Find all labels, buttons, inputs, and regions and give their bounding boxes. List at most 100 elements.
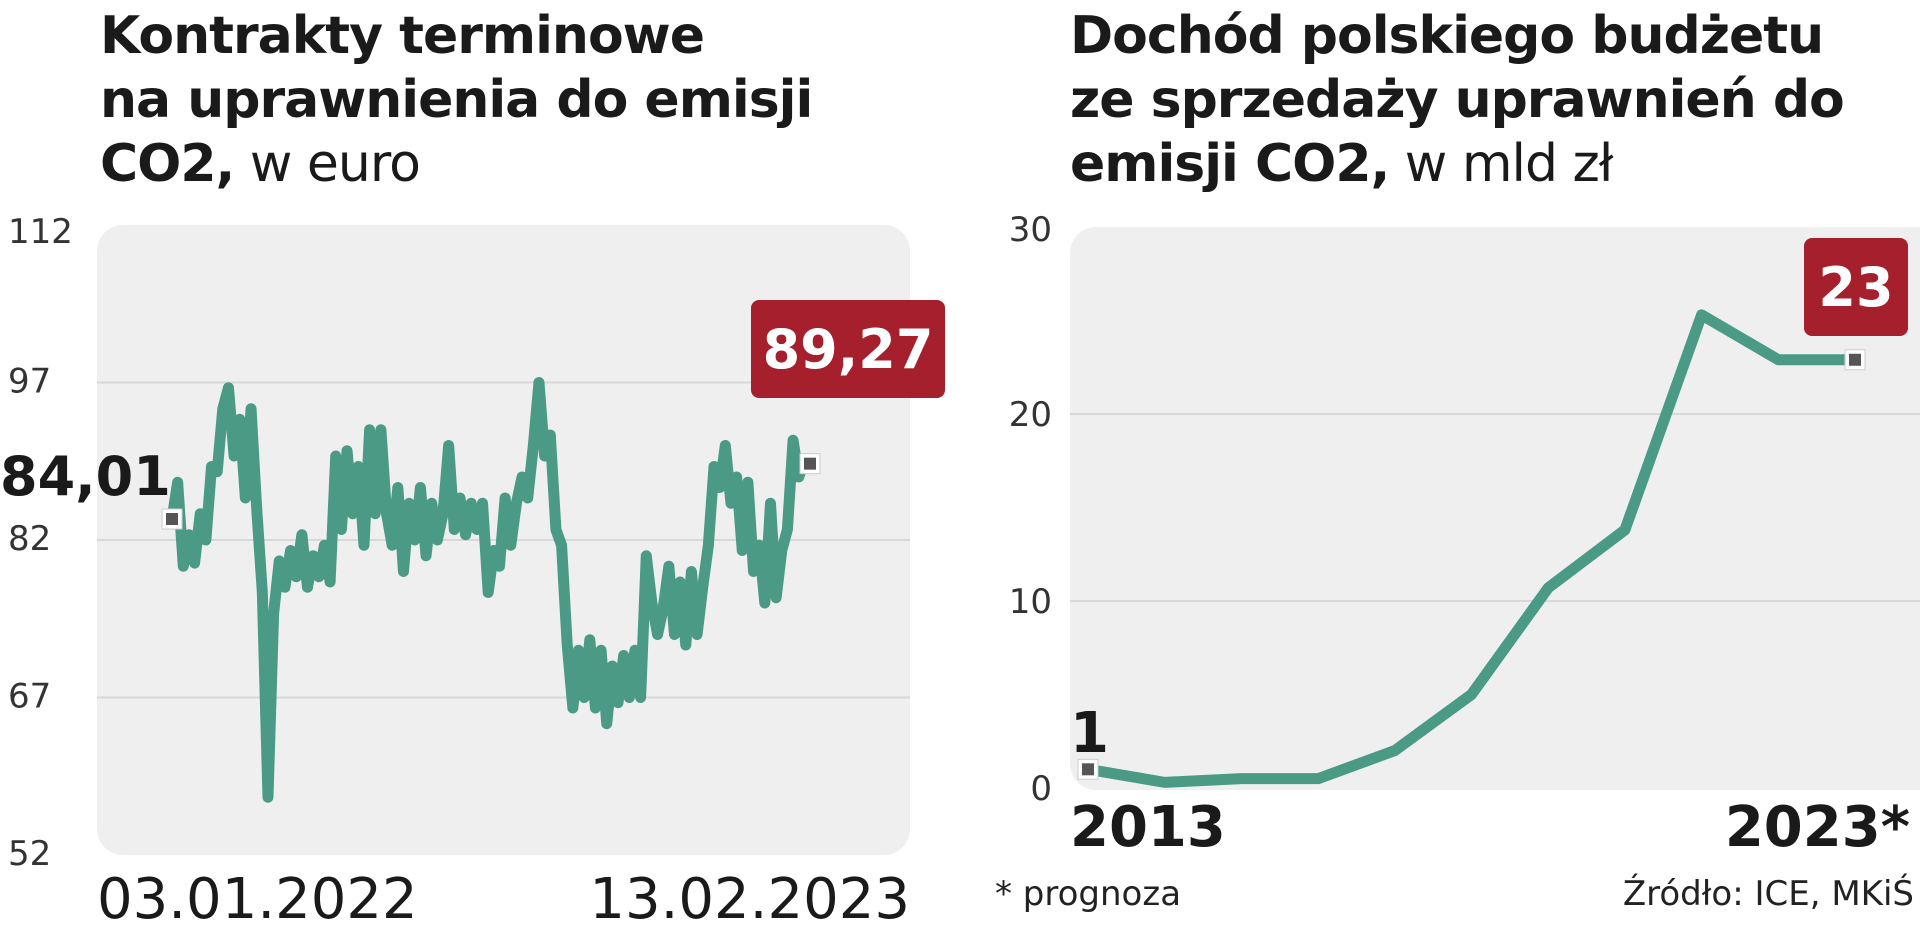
left-data-point: [578, 649, 580, 651]
left-data-point: [685, 644, 687, 646]
left-data-point: [307, 586, 309, 588]
left-data-point: [453, 529, 455, 530]
left-x-label-start: 03.01.2022: [97, 867, 418, 931]
left-data-point: [769, 502, 771, 504]
left-end-value-label: 89,27: [763, 318, 934, 381]
left-data-point: [679, 581, 681, 583]
left-end-value-label-box: [751, 300, 945, 398]
left-data-point: [606, 723, 608, 725]
left-data-point: [617, 702, 619, 704]
right-data-point: [1394, 750, 1396, 752]
left-data-point: [589, 639, 591, 641]
left-data-point: [459, 497, 461, 499]
left-data-point: [182, 565, 184, 567]
left-data-point: [696, 634, 698, 635]
source-note: Źródło: ICE, MKiŚ: [1622, 874, 1914, 914]
left-data-point: [352, 513, 354, 515]
left-data-point: [510, 544, 512, 546]
left-start-marker: [166, 513, 178, 525]
right-data-point: [1240, 778, 1242, 780]
right-title-line-3: emisji CO2, w mld zł: [1070, 132, 1910, 196]
left-data-point: [402, 571, 404, 572]
left-data-point: [623, 655, 625, 656]
left-y-tick-label: 112: [8, 212, 73, 252]
left-data-point: [329, 581, 331, 583]
left-data-point: [736, 476, 738, 478]
left-data-point: [425, 555, 427, 557]
left-data-point: [442, 513, 444, 515]
right-title-line-2: ze sprzedaży uprawnień do: [1070, 70, 1845, 130]
left-data-point: [555, 529, 557, 530]
left-data-point: [583, 697, 585, 698]
left-title-line-3: CO2, w euro: [100, 132, 920, 196]
right-start-marker: [1082, 763, 1094, 776]
left-data-point: [380, 429, 382, 431]
left-data-point: [239, 418, 241, 420]
left-data-point: [386, 513, 388, 515]
left-start-value-label: 84,01: [0, 445, 171, 508]
left-y-tick-label: 82: [8, 519, 51, 559]
left-data-point: [498, 565, 500, 567]
left-data-point: [662, 607, 664, 609]
left-title-line-1: Kontrakty terminowe: [100, 6, 705, 66]
right-title-line-1: Dochód polskiego budżetu: [1070, 6, 1824, 66]
left-data-point: [476, 529, 478, 530]
left-data-point: [730, 502, 732, 504]
left-data-point: [199, 513, 201, 515]
left-data-point: [781, 550, 783, 551]
left-data-point: [284, 586, 286, 588]
left-data-point: [278, 560, 280, 562]
right-title-unit: w mld zł: [1389, 134, 1614, 194]
left-data-point: [724, 445, 726, 446]
left-data-point: [369, 429, 371, 431]
left-data-point: [628, 697, 630, 698]
left-data-point: [690, 571, 692, 572]
left-price-series-line: [166, 377, 816, 803]
left-data-point: [747, 481, 749, 483]
left-y-tick-label: 97: [8, 362, 51, 402]
left-data-point: [340, 529, 342, 530]
right-end-value-label: 23: [1818, 256, 1893, 319]
left-data-point: [657, 634, 659, 635]
left-data-point: [357, 466, 359, 467]
left-data-point: [323, 544, 325, 546]
left-data-point: [470, 502, 472, 504]
left-data-point: [645, 555, 647, 557]
left-data-point: [301, 534, 303, 536]
left-data-point: [758, 544, 760, 546]
left-data-point: [549, 434, 551, 436]
left-data-point: [414, 539, 416, 541]
left-data-point: [719, 487, 721, 488]
left-data-point: [391, 544, 393, 546]
right-x-label-start: 2013: [1070, 795, 1226, 860]
right-data-point: [1777, 359, 1779, 361]
left-data-point: [222, 408, 224, 410]
left-data-point: [515, 502, 517, 504]
left-data-point: [673, 634, 675, 635]
left-data-point: [786, 529, 788, 530]
left-data-point: [261, 592, 263, 593]
left-data-point: [408, 502, 410, 504]
left-data-point: [764, 602, 766, 604]
left-data-point: [521, 476, 523, 478]
left-data-point: [668, 565, 670, 567]
left-data-point: [707, 544, 709, 546]
left-data-point: [397, 487, 399, 488]
left-data-point: [640, 697, 642, 698]
left-data-point: [702, 586, 704, 588]
left-data-point: [233, 455, 235, 457]
left-data-point: [205, 539, 207, 541]
left-data-point: [211, 466, 213, 467]
left-chart-title: Kontrakty terminowe na uprawnienia do em…: [100, 4, 920, 196]
left-data-point: [527, 497, 529, 499]
right-data-point: [1624, 529, 1626, 531]
left-data-point: [363, 544, 365, 546]
footnote: * prognoza: [995, 874, 1182, 914]
left-title-line-2: na uprawnienia do emisji: [100, 70, 813, 130]
right-y-tick-label: 20: [1009, 395, 1052, 435]
right-data-point: [1471, 694, 1472, 695]
left-y-tick-label: 52: [8, 834, 51, 874]
left-data-point: [487, 592, 489, 593]
